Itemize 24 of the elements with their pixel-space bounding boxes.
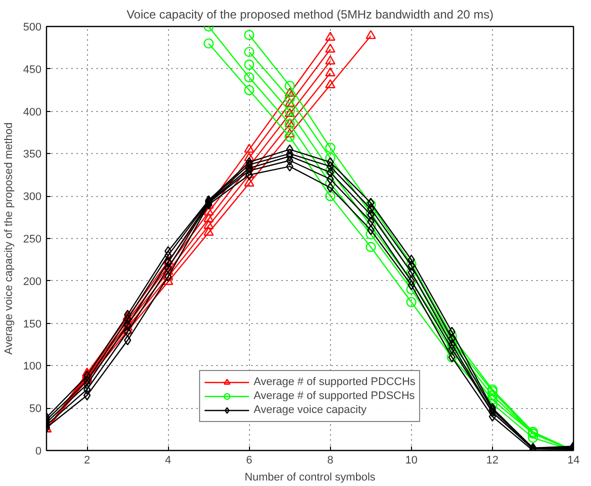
y-tick-label: 50 — [29, 403, 42, 416]
x-tick-label: 14 — [567, 454, 580, 466]
y-tick-label: 250 — [23, 234, 42, 246]
x-tick-label: 2 — [84, 454, 90, 466]
x-tick-label: 12 — [486, 454, 499, 466]
legend-label: Average voice capacity — [254, 403, 367, 417]
y-axis-title: Average voice capacity of the proposed method — [3, 122, 16, 355]
legend-label: Average # of supported PDSCHs — [254, 389, 415, 403]
y-tick-label: 300 — [23, 191, 42, 204]
x-tick-label: 10 — [405, 454, 418, 466]
x-tick-label: 4 — [165, 454, 172, 466]
y-tick-label: 350 — [23, 148, 42, 161]
y-tick-label: 200 — [23, 276, 42, 288]
legend-label: Average # of supported PDCCHs — [254, 375, 416, 389]
x-tick-label: 8 — [327, 454, 334, 466]
y-tick-label: 500 — [23, 22, 42, 34]
y-tick-label: 100 — [23, 360, 42, 373]
y-tick-label: 0 — [35, 446, 42, 458]
x-axis-title: Number of control symbols — [244, 472, 376, 484]
x-tick-label: 6 — [246, 454, 252, 466]
y-tick-label: 400 — [23, 106, 42, 118]
chart-title: Voice capacity of the proposed method (5MHz bandwidth and 20 ms) — [126, 8, 494, 22]
y-tick-label: 150 — [23, 318, 42, 330]
y-tick-label: 450 — [23, 64, 42, 76]
